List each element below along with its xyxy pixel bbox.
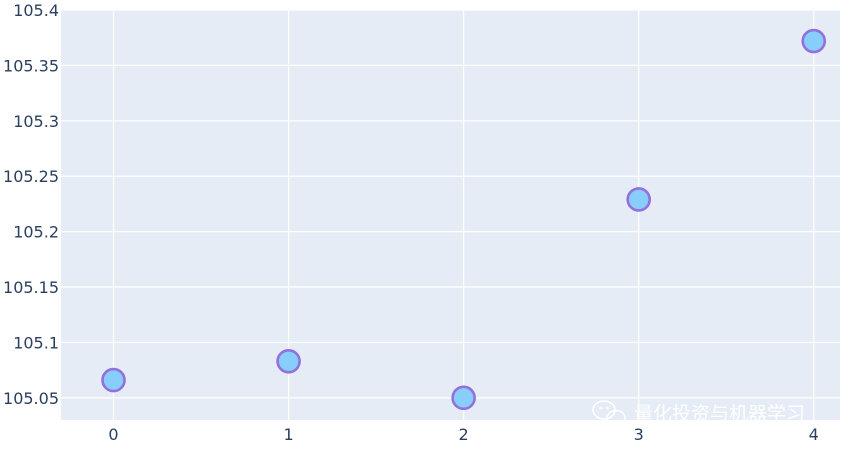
data-point [451,385,476,411]
y-tick-label: 105.2 [13,223,59,242]
wechat-icon [592,400,626,427]
watermark-text: 量化投资与机器学习 [634,403,805,425]
data-point [276,348,301,374]
x-axis-ticks: 0 1 2 3 4 [108,425,818,444]
y-tick-label: 105.4 [13,1,59,20]
data-points [101,28,827,411]
x-tick-label: 4 [809,425,819,444]
data-point [101,367,126,393]
x-tick-label: 0 [108,425,118,444]
data-point [626,187,651,212]
y-tick-label: 105.3 [13,112,59,131]
x-tick-label: 2 [459,425,469,444]
y-tick-label: 105.05 [3,389,59,408]
grid-lines [61,9,840,420]
data-point [801,28,827,54]
x-tick-label: 3 [634,425,644,444]
y-tick-label: 105.1 [13,333,59,352]
y-tick-label: 105.15 [3,278,59,297]
y-tick-label: 105.35 [3,56,59,75]
y-axis-ticks: 105.05 105.1 105.15 105.2 105.25 105.3 105.35 1… [3,1,59,408]
y-tick-label: 105.25 [3,167,59,186]
plot-background [61,10,840,420]
x-tick-label: 1 [283,425,293,444]
watermark: 量化投资与机器学习 [592,400,805,427]
